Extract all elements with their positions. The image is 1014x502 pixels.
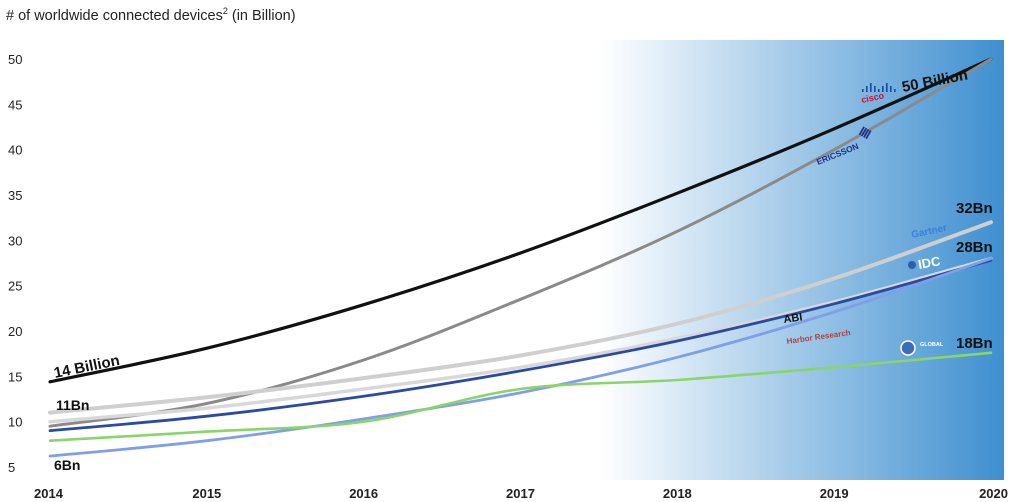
- idc-logo-mark: [908, 261, 916, 269]
- global-market-insights-logo-text: GLOBAL: [920, 342, 944, 348]
- x-tick-label: 2020: [979, 486, 1008, 501]
- chart-title: # of worldwide connected devices2 (in Bi…: [6, 6, 296, 24]
- y-tick-label: 50: [8, 52, 22, 67]
- cisco-logo-bars: [862, 83, 896, 92]
- series-line-abi: [48, 258, 993, 433]
- label-6bn: 6Bn: [54, 457, 80, 473]
- cisco-bar: [886, 83, 888, 92]
- series-line-cisco: [48, 57, 993, 384]
- y-tick-label: 45: [8, 97, 22, 112]
- forecast-shading: [600, 40, 1004, 480]
- label-18bn: 18Bn: [956, 335, 993, 352]
- y-tick-label: 20: [8, 324, 22, 339]
- y-tick-label: 40: [8, 143, 22, 158]
- label-14-billion: 14 Billion: [52, 352, 121, 382]
- x-tick-label: 2016: [349, 486, 378, 501]
- cisco-bar: [870, 83, 872, 92]
- series-line-ericsson: [48, 57, 993, 428]
- cisco-logo-text: cisco: [860, 90, 885, 105]
- cisco-bar: [866, 86, 868, 92]
- y-tick-label: 10: [8, 415, 22, 430]
- y-tick-label: 30: [8, 233, 22, 248]
- y-tick-label: 5: [8, 460, 15, 475]
- cisco-bar: [894, 89, 896, 92]
- label-28bn: 28Bn: [956, 239, 993, 256]
- idc-logo-text: IDC: [917, 253, 942, 272]
- global-market-insights-logo-mark: [900, 340, 916, 356]
- cisco-bar: [878, 89, 880, 92]
- cisco-bar: [882, 86, 884, 92]
- x-tick-label: 2015: [192, 486, 221, 501]
- series-line-global-market-insights: [48, 351, 993, 442]
- y-tick-label: 15: [8, 369, 22, 384]
- series-line-gartner: [48, 220, 993, 415]
- x-tick-label: 2019: [820, 486, 849, 501]
- x-tick-label: 2017: [506, 486, 535, 501]
- label-11bn: 11Bn: [56, 397, 89, 413]
- series-line-idc: [48, 256, 993, 424]
- x-tick-label: 2014: [34, 486, 64, 501]
- cisco-bar: [862, 89, 864, 92]
- y-tick-label: 25: [8, 279, 22, 294]
- cisco-bar: [890, 86, 892, 92]
- label-32bn: 32Bn: [956, 200, 993, 217]
- abi-logo-text: ABI: [783, 311, 803, 326]
- x-tick-label: 2018: [663, 486, 692, 501]
- y-tick-label: 35: [8, 188, 22, 203]
- series-line-harbor-research: [48, 257, 993, 458]
- cisco-bar: [874, 86, 876, 92]
